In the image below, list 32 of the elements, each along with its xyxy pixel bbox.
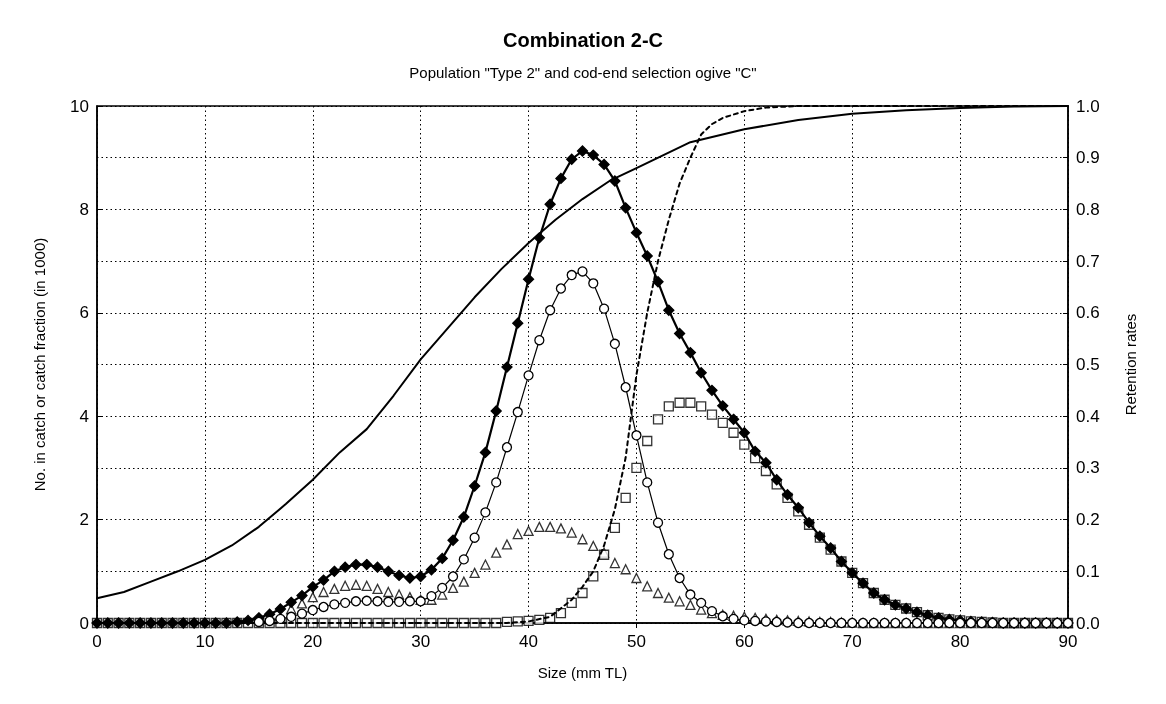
y2-tick-label: 0.7	[1076, 251, 1100, 271]
y2-tick-label: 0.4	[1076, 406, 1100, 426]
x-tick-label: 60	[734, 632, 754, 651]
x-tick-label: 50	[626, 632, 646, 651]
y-tick-label: 8	[79, 199, 89, 219]
y2-tick-label: 0.0	[1076, 613, 1100, 633]
x-tick-label: 90	[1058, 632, 1078, 651]
y-tick-label: 6	[79, 303, 89, 323]
y2-tick-label: 0.6	[1076, 303, 1100, 323]
y-tick-label: 4	[79, 406, 89, 426]
x-axis-title: Size (mm TL)	[537, 664, 628, 681]
x-tick-label: 0	[92, 632, 102, 651]
x-tick-label: 40	[519, 632, 539, 651]
x-tick-label: 80	[950, 632, 970, 651]
y2-tick-label: 0.5	[1076, 355, 1100, 374]
y2-tick-label: 0.9	[1076, 148, 1100, 168]
chart-subtitle: Population "Type 2" and cod-end selection ogive "C"	[409, 64, 757, 81]
y-tick-label: 0	[79, 613, 89, 633]
y-tick-label: 2	[79, 510, 89, 530]
y2-tick-label: 1.0	[1076, 96, 1100, 116]
y2-tick-label: 0.3	[1076, 458, 1100, 478]
y2-tick-label: 0.8	[1076, 199, 1100, 219]
x-tick-label: 20	[303, 632, 323, 651]
chart-title: Combination 2-C	[503, 29, 663, 51]
x-tick-label: 30	[411, 632, 431, 651]
y-axis-title: No. in catch or catch fraction (in 1000)	[31, 237, 48, 492]
x-tick-label: 10	[195, 632, 215, 651]
y2-tick-label: 0.2	[1076, 510, 1100, 530]
y2-tick-label: 0.1	[1076, 561, 1100, 581]
x-tick-label: 70	[842, 632, 862, 651]
y2-axis-title: Retention rates	[1122, 313, 1139, 416]
y-tick-label: 10	[70, 96, 89, 116]
